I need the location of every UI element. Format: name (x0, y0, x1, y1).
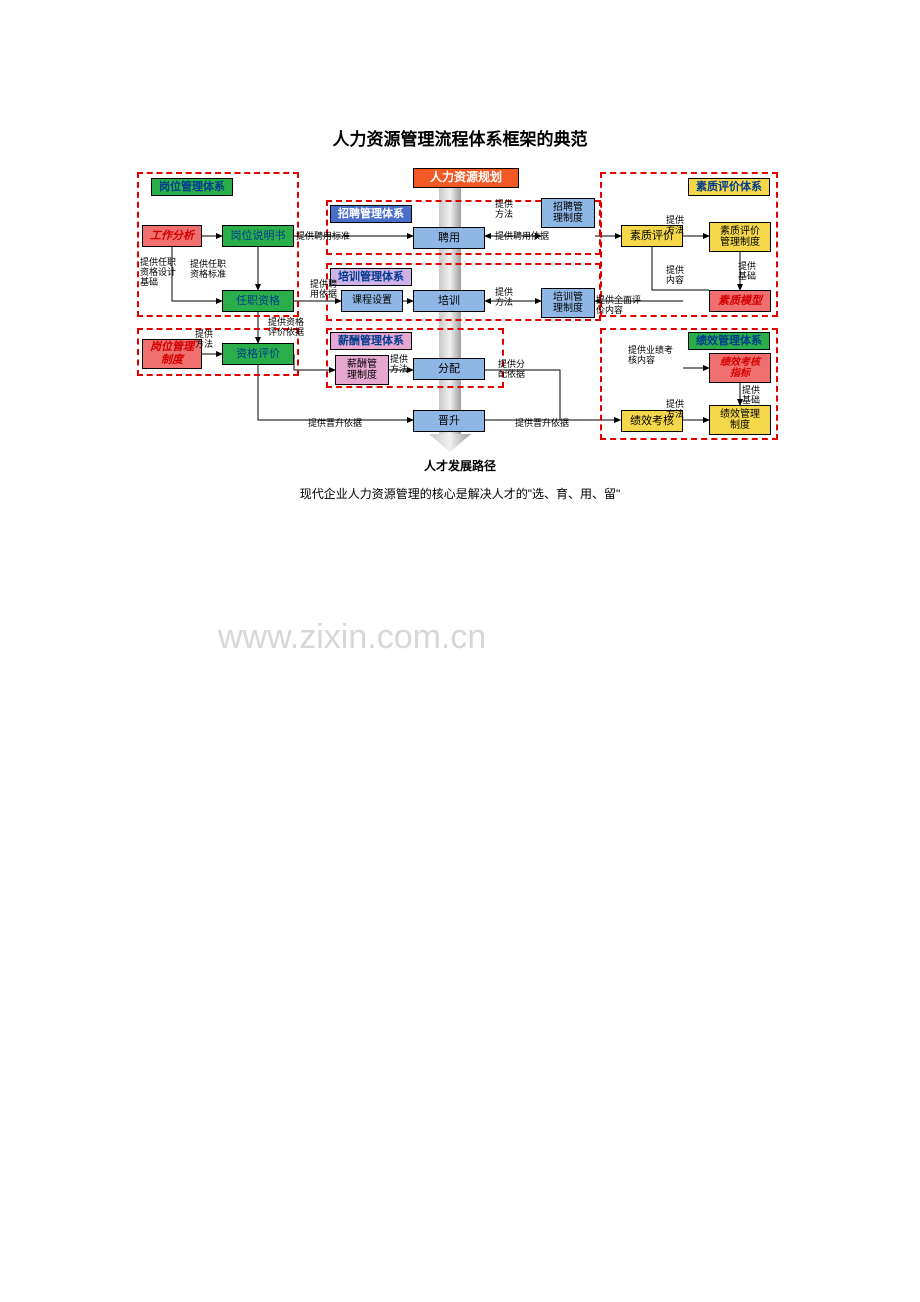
lbl-l_hirebasis: 提供聘用依据 (495, 232, 549, 242)
lbl-l_promo1: 提供晋升依据 (308, 419, 362, 429)
lbl-l_distbasis: 提供分配依据 (498, 360, 525, 380)
lbl-l_method4: 提供方法 (195, 330, 213, 350)
lbl-l_method2: 提供方法 (666, 216, 684, 236)
page-title: 人力资源管理流程体系框架的典范 (0, 125, 920, 150)
box-comp_rule: 薪酬管理制度 (335, 355, 389, 385)
page: { "title":{"text":"人力资源管理流程体系框架的典范","fon… (0, 0, 920, 1302)
box-qualification: 任职资格 (222, 290, 294, 312)
box-recruit_rule: 招聘管理制度 (541, 198, 595, 228)
box-job_analysis: 工作分析 (142, 225, 202, 247)
box-qual_sys: 素质评价体系 (688, 178, 770, 196)
lbl-l_promo2: 提供晋升依据 (515, 419, 569, 429)
box-comp_sys: 薪酬管理体系 (330, 332, 412, 350)
caption-path: 人才发展路径 (0, 460, 920, 473)
lbl-l_content: 提供内容 (666, 266, 684, 286)
lbl-l_basis2: 提供基础 (738, 262, 756, 282)
lbl-l_hirebasis2: 提供聘用依据 (310, 280, 337, 300)
lbl-l_basis1: 提供任职资格设计基础 (140, 258, 176, 288)
lbl-l_method1: 提供方法 (495, 200, 513, 220)
box-pos_mgmt: 岗位管理制度 (142, 339, 202, 369)
box-recruit_sys: 招聘管理体系 (330, 205, 412, 223)
lbl-l_fulleval: 提供全面评价内容 (596, 296, 641, 316)
box-train_sys: 培训管理体系 (330, 268, 412, 286)
box-course: 课程设置 (341, 290, 403, 312)
lbl-l_std: 提供聘用标准 (296, 232, 350, 242)
caption-summary: 现代企业人力资源管理的核心是解决人才的"选、育、用、留" (0, 488, 920, 501)
box-job_desc: 岗位说明书 (222, 225, 294, 247)
box-perf_index: 绩效考核指标 (709, 353, 771, 383)
watermark: www.zixin.com.cn (218, 618, 486, 657)
lbl-l_qualstd: 提供任职资格标准 (190, 260, 226, 280)
lbl-l_qualbasis: 提供资格评价依据 (268, 318, 304, 338)
box-qual_rule: 素质评价管理制度 (709, 222, 771, 252)
box-distribute: 分配 (413, 358, 485, 380)
box-pos_sys: 岗位管理体系 (151, 178, 233, 196)
box-hr_plan: 人力资源规划 (413, 168, 519, 188)
lbl-l_basis3: 提供基础 (742, 386, 760, 406)
box-perf_rule: 绩效管理制度 (709, 405, 771, 435)
box-promote: 晋升 (413, 410, 485, 432)
lbl-l_method5: 提供方法 (390, 355, 408, 375)
lbl-l_method6: 提供方法 (666, 400, 684, 420)
box-qual_model: 素质模型 (709, 290, 771, 312)
box-qual_eval: 资格评价 (222, 343, 294, 365)
lbl-l_method3: 提供方法 (495, 288, 513, 308)
box-train_rule: 培训管理制度 (541, 288, 595, 318)
box-train: 培训 (413, 290, 485, 312)
box-hire: 聘用 (413, 227, 485, 249)
lbl-l_perfcontent: 提供业绩考核内容 (628, 346, 673, 366)
box-perf_sys: 绩效管理体系 (688, 332, 770, 350)
